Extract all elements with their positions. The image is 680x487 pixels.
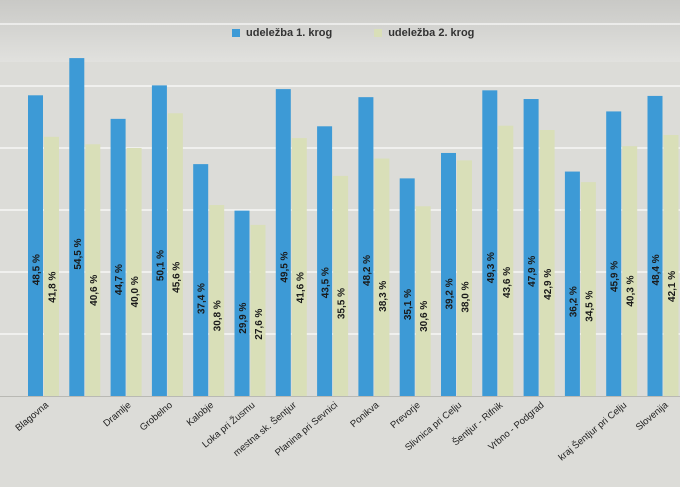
data-label: 38,3 % <box>378 281 389 312</box>
data-label: 50,1 % <box>155 250 166 281</box>
legend-item-series1: udeležba 1. krog <box>232 27 332 39</box>
data-label: 37,4 % <box>197 283 208 314</box>
bar-series2 <box>167 113 183 396</box>
data-label: 40,0 % <box>130 276 141 307</box>
category-label: Grobelno <box>138 400 175 434</box>
bar-series2 <box>291 138 307 396</box>
data-label: 39,2 % <box>445 278 456 309</box>
bar-series1 <box>69 58 85 396</box>
data-label: 27,6 % <box>254 308 265 339</box>
legend-swatch-series1 <box>232 29 240 37</box>
bar-series2 <box>250 224 266 396</box>
data-label: 35,1 % <box>403 289 414 320</box>
bar-series1 <box>523 99 539 397</box>
category-label: Prevorje <box>388 400 422 431</box>
bar-series1 <box>358 97 374 396</box>
data-label: 38,0 % <box>461 281 472 312</box>
bar-series2 <box>374 158 390 396</box>
bar-series1 <box>441 152 456 396</box>
data-label: 40,6 % <box>89 275 100 306</box>
category-label: Slovenija <box>634 399 671 433</box>
data-label: 43,6 % <box>502 267 513 298</box>
data-label: 49,3 % <box>486 252 497 283</box>
data-label: 30,6 % <box>419 301 430 332</box>
legend-item-series2: udeležba 2. krog <box>374 27 474 39</box>
data-label: 54,5 % <box>73 238 84 269</box>
bar-series2 <box>333 175 349 396</box>
header-band <box>0 0 680 62</box>
data-label: 41,8 % <box>48 271 59 302</box>
bar-series2 <box>415 206 431 396</box>
data-label: 48,2 % <box>362 255 373 286</box>
data-label: 42,9 % <box>543 269 554 300</box>
data-label: 41,6 % <box>295 272 306 303</box>
data-label: 47,9 % <box>527 256 538 287</box>
bar-series2 <box>85 144 101 396</box>
bar-series2 <box>209 205 225 396</box>
bar-series1 <box>234 210 250 396</box>
data-label: 49,5 % <box>279 251 290 282</box>
legend: udeležba 1. krog udeležba 2. krog <box>232 27 474 39</box>
bar-series2 <box>580 182 596 396</box>
data-label: 30,8 % <box>213 300 224 331</box>
category-label: kraj Šentjur pri Celju <box>557 400 630 463</box>
bar-series1 <box>482 90 498 396</box>
bar-series1 <box>151 85 167 396</box>
category-label: Blagovna <box>14 399 52 433</box>
bar-series1 <box>564 171 580 396</box>
bar-series2 <box>539 130 555 396</box>
bar-series2 <box>126 148 142 396</box>
category-label: Ponikva <box>348 399 382 430</box>
legend-label-series2: udeležba 2. krog <box>388 27 475 39</box>
bar-series2 <box>663 134 679 397</box>
data-labels: 48,5 % 41,8 % 54,5 % 40,6 % 44,7 % 40,0 % 50,1… <box>32 238 679 339</box>
bar-series1 <box>647 95 663 397</box>
category-label: Kalobje <box>185 400 216 429</box>
data-label: 36,2 % <box>568 286 579 317</box>
data-label: 48,4 % <box>651 254 662 285</box>
bars <box>28 58 679 397</box>
legend-swatch-series2 <box>374 29 383 37</box>
bar-series1 <box>110 118 126 397</box>
data-label: 45,9 % <box>610 261 621 292</box>
data-label: 48,5 % <box>32 254 43 285</box>
bar-series1 <box>317 126 333 397</box>
bar-series1 <box>193 164 209 396</box>
data-label: 29,9 % <box>238 302 249 333</box>
bar-series2 <box>44 136 59 396</box>
data-label: 44,7 % <box>114 264 125 295</box>
bar-series1 <box>399 178 415 396</box>
bar-series2 <box>498 125 514 397</box>
bar-series1 <box>275 89 291 396</box>
data-label: 45,6 % <box>171 262 182 293</box>
data-label: 34,5 % <box>584 290 595 321</box>
bar-series1 <box>606 111 622 397</box>
data-label: 43,5 % <box>321 267 332 298</box>
bar-series1 <box>28 95 43 397</box>
data-label: 35,5 % <box>337 288 348 319</box>
category-label: Dramlje <box>101 400 133 429</box>
data-label: 42,1 % <box>667 271 678 302</box>
bar-series2 <box>622 146 638 396</box>
legend-label-series1: udeležba 1. krog <box>246 27 333 39</box>
bar-series2 <box>457 160 472 396</box>
data-label: 40,3 % <box>626 275 637 306</box>
